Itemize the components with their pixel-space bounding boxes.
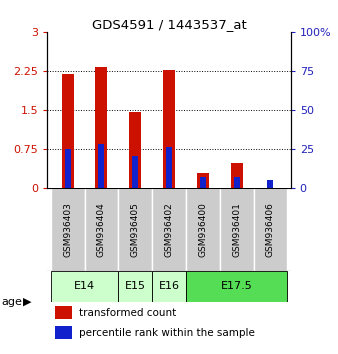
Bar bbox=[51, 271, 118, 302]
Bar bbox=[197, 173, 209, 188]
Text: age: age bbox=[2, 297, 23, 307]
Text: E14: E14 bbox=[74, 281, 95, 291]
Text: ▶: ▶ bbox=[23, 297, 31, 307]
Text: GSM936400: GSM936400 bbox=[198, 202, 207, 257]
Bar bbox=[98, 144, 104, 188]
Bar bbox=[55, 306, 72, 319]
Text: E17.5: E17.5 bbox=[221, 281, 252, 291]
Bar bbox=[166, 147, 172, 188]
Bar bbox=[152, 271, 186, 302]
Text: E16: E16 bbox=[159, 281, 179, 291]
Bar bbox=[96, 67, 107, 188]
Bar bbox=[267, 180, 273, 188]
Text: GSM936404: GSM936404 bbox=[97, 202, 106, 257]
Text: E15: E15 bbox=[125, 281, 146, 291]
Text: GSM936402: GSM936402 bbox=[165, 202, 173, 257]
Bar bbox=[254, 188, 287, 271]
Bar bbox=[51, 188, 84, 271]
Text: GSM936403: GSM936403 bbox=[63, 202, 72, 257]
Bar bbox=[55, 326, 72, 339]
Bar bbox=[152, 188, 186, 271]
Text: percentile rank within the sample: percentile rank within the sample bbox=[79, 327, 255, 337]
Bar bbox=[118, 188, 152, 271]
Bar bbox=[132, 156, 138, 188]
Bar bbox=[163, 70, 175, 188]
Bar bbox=[118, 271, 152, 302]
Bar bbox=[129, 112, 141, 188]
Text: GSM936406: GSM936406 bbox=[266, 202, 275, 257]
Bar bbox=[62, 74, 74, 188]
Bar bbox=[220, 188, 254, 271]
Bar bbox=[200, 177, 206, 188]
Text: GSM936401: GSM936401 bbox=[232, 202, 241, 257]
Text: GSM936405: GSM936405 bbox=[131, 202, 140, 257]
Text: transformed count: transformed count bbox=[79, 308, 176, 318]
Bar bbox=[186, 188, 220, 271]
Bar bbox=[231, 163, 243, 188]
Bar bbox=[84, 188, 118, 271]
Title: GDS4591 / 1443537_at: GDS4591 / 1443537_at bbox=[92, 18, 246, 31]
Bar bbox=[186, 271, 287, 302]
Bar bbox=[65, 149, 71, 188]
Bar bbox=[234, 177, 240, 188]
